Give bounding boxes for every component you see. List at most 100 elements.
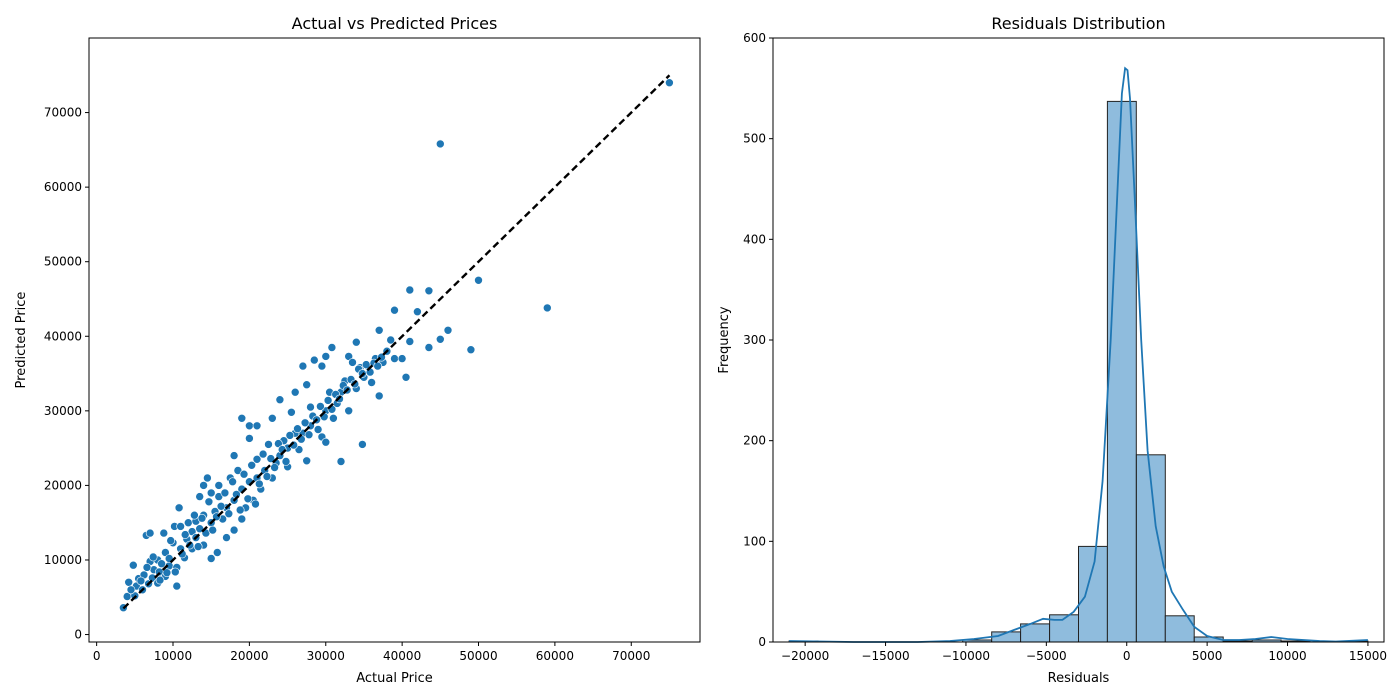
scatter-point — [313, 425, 323, 434]
scatter-chart: Actual vs Predicted Prices 0 10000 20000 30… — [14, 14, 701, 686]
scatter-point — [213, 548, 222, 557]
scatter-frame — [88, 37, 701, 643]
scatter-point — [424, 343, 434, 352]
y-tick-label: 50000 — [44, 255, 82, 269]
scatter-point — [176, 522, 185, 531]
scatter-point — [267, 413, 277, 423]
scatter-point — [270, 463, 279, 472]
scatter-point — [214, 481, 224, 490]
x-tick-label: 30000 — [307, 649, 345, 663]
reference-line — [122, 74, 671, 610]
scatter-y-ticks: 0 10000 20000 30000 40000 50000 60000 70000 — [44, 106, 89, 642]
y-tick-label: 0 — [758, 635, 766, 649]
scatter-point — [264, 440, 273, 449]
scatter-point — [235, 505, 245, 515]
scatter-y-axis-label: Predicted Price — [14, 292, 29, 389]
scatter-point — [327, 343, 337, 352]
scatter-point — [142, 563, 152, 572]
scatter-point — [171, 567, 180, 577]
scatter-point — [397, 354, 407, 363]
scatter-point — [216, 501, 226, 511]
scatter-point — [435, 334, 445, 344]
y-tick-label: 100 — [743, 534, 766, 548]
scatter-point — [193, 542, 203, 551]
scatter-point — [386, 335, 396, 345]
scatter-point — [129, 560, 138, 570]
scatter-chart-title: Actual vs Predicted Prices — [292, 14, 498, 33]
y-tick-label: 600 — [743, 31, 766, 45]
scatter-point — [665, 78, 674, 87]
scatter-point — [157, 559, 166, 569]
y-tick-label: 400 — [743, 232, 766, 246]
scatter-point — [222, 533, 231, 542]
scatter-point — [304, 430, 314, 440]
x-tick-label: 20000 — [230, 649, 268, 663]
scatter-point — [302, 456, 312, 466]
y-tick-label: 40000 — [44, 329, 82, 343]
scatter-point — [443, 325, 453, 335]
scatter-point — [174, 503, 184, 513]
x-tick-label: 0 — [1123, 649, 1131, 663]
scatter-point — [203, 473, 212, 483]
scatter-point — [358, 440, 367, 449]
scatter-point — [373, 361, 383, 371]
scatter-point — [390, 305, 399, 315]
scatter-point — [323, 396, 333, 405]
scatter-point — [474, 275, 483, 285]
scatter-point — [413, 307, 422, 317]
scatter-point — [351, 337, 361, 347]
histogram-bar — [1106, 100, 1137, 643]
scatter-point — [159, 528, 169, 538]
residuals-plot-area — [773, 38, 1384, 642]
x-tick-label: 40000 — [383, 649, 421, 663]
scatter-point — [220, 488, 230, 498]
y-tick-label: 60000 — [44, 180, 82, 194]
scatter-point — [293, 424, 302, 434]
scatter-point — [542, 303, 552, 313]
y-tick-label: 500 — [743, 132, 766, 146]
y-tick-label: 20000 — [44, 478, 82, 492]
scatter-x-ticks: 0 10000 20000 30000 40000 50000 60000 70000 — [93, 642, 650, 663]
x-tick-label: 50000 — [459, 649, 497, 663]
scatter-point — [172, 581, 182, 591]
scatter-point — [254, 479, 264, 489]
scatter-point — [316, 402, 325, 411]
scatter-point — [224, 509, 234, 519]
x-tick-label: −5000 — [1026, 649, 1067, 663]
scatter-point — [126, 585, 136, 595]
y-tick-label: 70000 — [44, 106, 82, 120]
x-tick-label: 15000 — [1349, 649, 1387, 663]
scatter-point — [247, 460, 256, 470]
scatter-point — [317, 361, 327, 371]
scatter-point — [435, 139, 445, 149]
scatter-point — [239, 469, 249, 479]
scatter-point — [374, 391, 384, 401]
scatter-point — [374, 325, 384, 335]
scatter-point — [228, 477, 237, 487]
scatter-point — [124, 577, 133, 587]
y-tick-label: 0 — [74, 628, 82, 642]
x-tick-label: 10000 — [154, 649, 192, 663]
scatter-point — [321, 437, 331, 447]
scatter-point — [390, 354, 399, 363]
scatter-point — [180, 530, 190, 539]
residuals-x-ticks: −20000 −15000 −10000 −5000 0 5000 10000 15000 — [781, 642, 1387, 663]
scatter-point — [466, 345, 476, 355]
scatter-point — [300, 418, 310, 428]
scatter-point — [237, 413, 247, 423]
scatter-point — [245, 434, 254, 443]
scatter-point — [155, 575, 165, 585]
y-tick-label: 10000 — [44, 553, 82, 567]
scatter-point — [348, 358, 357, 367]
scatter-point — [281, 457, 291, 466]
scatter-point — [195, 492, 204, 501]
scatter-point — [405, 285, 415, 295]
scatter-point — [290, 387, 300, 397]
scatter-point — [306, 402, 315, 412]
y-tick-label: 200 — [743, 434, 766, 448]
scatter-point — [237, 514, 247, 524]
scatter-point — [405, 337, 415, 346]
scatter-point — [266, 454, 276, 463]
residuals-chart: Residuals Distribution −20000 −15000 −1000… — [717, 14, 1387, 686]
